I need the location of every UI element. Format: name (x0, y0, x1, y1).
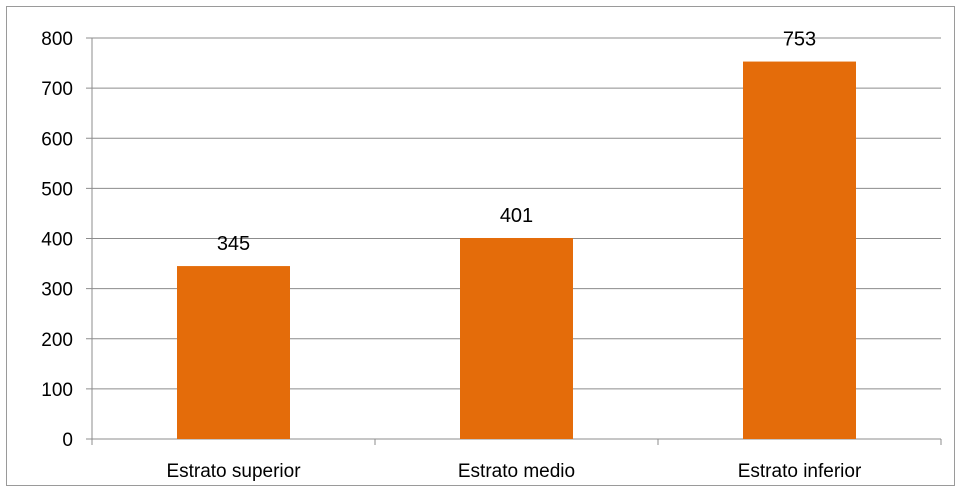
y-tick-label: 700 (41, 79, 73, 100)
y-tick-label: 600 (41, 129, 73, 150)
data-label: 401 (500, 205, 533, 227)
bar-chart: 0 100 200 300 400 500 600 700 800 345 Estrato supe… (41, 29, 942, 482)
y-tick-label: 500 (41, 179, 73, 200)
y-tick-label: 0 (62, 430, 73, 451)
y-tick-label: 200 (41, 330, 73, 351)
y-tick-label: 300 (41, 280, 73, 301)
y-tick-label: 800 (41, 29, 73, 50)
bar (743, 61, 856, 440)
x-category-label: Estrato inferior (738, 461, 862, 482)
y-tick-label: 100 (41, 380, 73, 401)
bar (460, 237, 573, 439)
y-tick-label: 400 (41, 230, 73, 251)
data-label: 753 (783, 29, 816, 51)
bar (177, 266, 290, 439)
chart-frame: 0 100 200 300 400 500 600 700 800 345 Estrato supe… (6, 6, 955, 486)
data-label: 345 (217, 233, 250, 255)
x-category-label: Estrato superior (166, 461, 301, 482)
x-category-label: Estrato medio (458, 461, 575, 482)
